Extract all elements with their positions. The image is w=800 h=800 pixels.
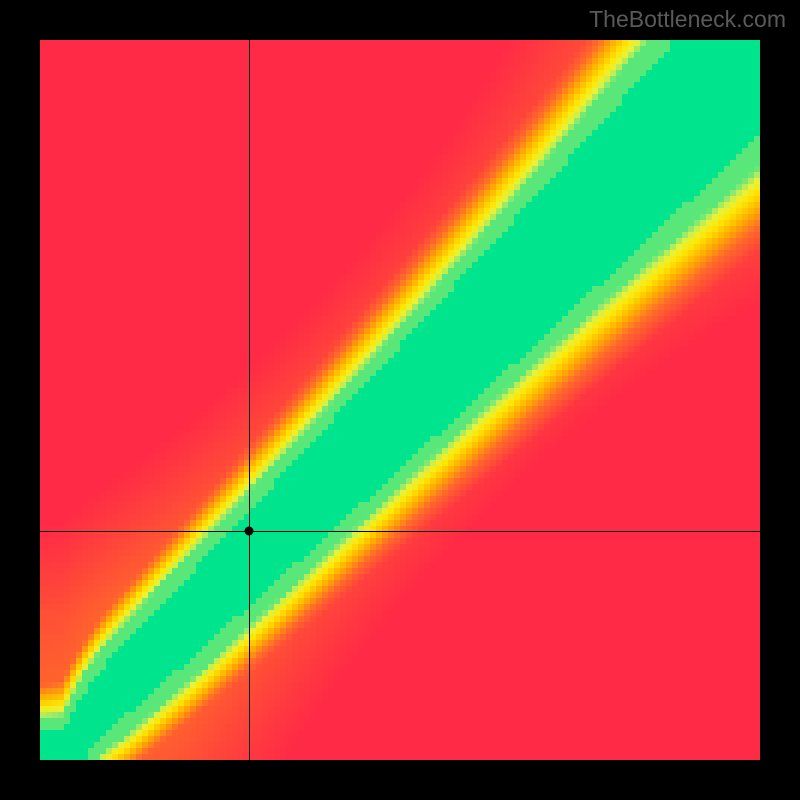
heatmap-plot xyxy=(40,40,760,760)
watermark-text: TheBottleneck.com xyxy=(589,6,786,33)
crosshair-dot xyxy=(244,527,253,536)
crosshair-horizontal xyxy=(40,531,760,532)
heatmap-canvas xyxy=(40,40,760,760)
heatmap-container: TheBottleneck.com xyxy=(0,0,800,800)
crosshair-vertical xyxy=(249,40,250,760)
